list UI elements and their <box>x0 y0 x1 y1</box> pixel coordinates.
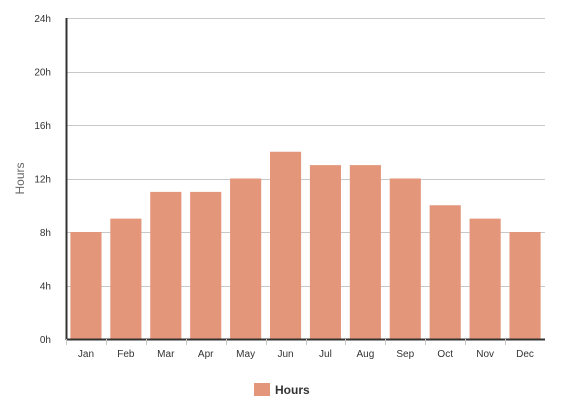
y-axis-title: Hours <box>13 162 27 194</box>
legend-swatch[interactable] <box>254 383 270 396</box>
bar-apr[interactable] <box>190 191 222 339</box>
bar-aug[interactable] <box>349 165 381 339</box>
bar-nov[interactable] <box>469 218 501 339</box>
x-tick-label: Mar <box>157 349 175 360</box>
y-tick-labels: 0h 4h 8h 12h 16h 20h 24h <box>34 14 51 346</box>
x-tick-label: Oct <box>437 349 453 360</box>
x-tick-label: Sep <box>396 349 414 360</box>
x-tick-label: Dec <box>516 349 534 360</box>
bar-dec[interactable] <box>509 232 541 339</box>
bar-feb[interactable] <box>110 218 142 339</box>
x-tick-label: Nov <box>476 349 494 360</box>
y-tick-label: 0h <box>40 335 51 346</box>
legend-label[interactable]: Hours <box>275 383 310 397</box>
y-tick-label: 24h <box>34 14 51 25</box>
x-tick-label: Jan <box>78 349 94 360</box>
x-tick-label: Feb <box>117 349 135 360</box>
x-tick-label: Aug <box>356 349 374 360</box>
x-tick-label: Jul <box>319 349 332 360</box>
y-tick-label: 4h <box>40 282 51 293</box>
x-tick-label: Jun <box>277 349 293 360</box>
x-tick-label: Apr <box>198 349 214 360</box>
bar-oct[interactable] <box>429 205 461 339</box>
x-tick-label: May <box>236 349 255 360</box>
x-tick-labels: Jan Feb Mar Apr May Jun Jul Aug Sep Oct Nov Dec <box>66 339 534 360</box>
bar-sep[interactable] <box>389 178 421 340</box>
y-tick-label: 8h <box>40 228 51 239</box>
legend[interactable]: Hours <box>254 383 310 397</box>
y-tick-label: 16h <box>34 121 51 132</box>
bar-jan[interactable] <box>70 232 102 339</box>
y-tick-label: 20h <box>34 68 51 79</box>
grid-lines <box>66 18 545 287</box>
bar-may[interactable] <box>230 178 262 340</box>
bar-mar[interactable] <box>150 191 182 339</box>
y-tick-label: 12h <box>34 175 51 186</box>
bars <box>70 151 541 340</box>
bar-jul[interactable] <box>309 165 342 339</box>
bar-jun[interactable] <box>269 151 302 339</box>
